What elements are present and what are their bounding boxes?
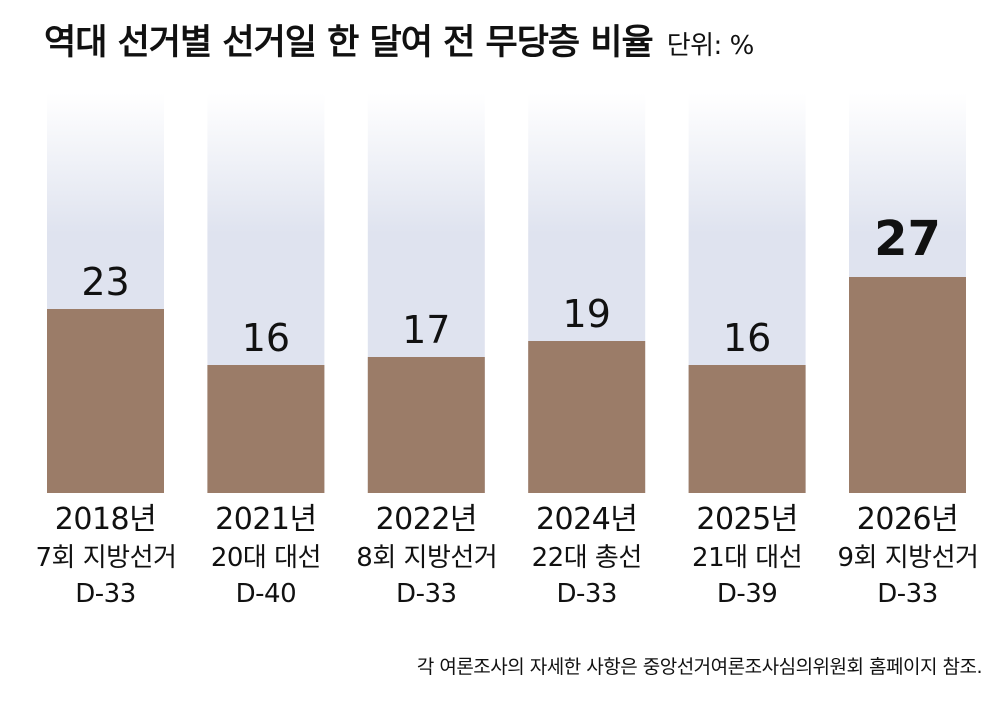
bar xyxy=(47,309,164,493)
category-election: 22대 총선 xyxy=(531,543,643,573)
bar xyxy=(207,365,325,493)
category-label: 2022년 8회 지방선거 D-33 xyxy=(356,500,498,612)
category-dday: D-40 xyxy=(235,579,297,609)
category-election: 20대 대선 xyxy=(210,543,322,573)
bar xyxy=(688,365,806,493)
category-dday: D-33 xyxy=(877,579,938,609)
category-election: 9회 지방선거 xyxy=(837,543,979,573)
data-label: 16 xyxy=(242,316,290,360)
bar xyxy=(367,357,485,493)
category-label: 2024년 22대 총선 D-33 xyxy=(517,500,657,612)
category-dday: D-33 xyxy=(396,579,457,609)
category-dday: D-33 xyxy=(556,579,617,609)
category-election: 21대 대선 xyxy=(692,543,803,573)
category-label: 2026년 9회 지방선거 D-33 xyxy=(837,500,979,612)
bar-chart: 23 16 17 19 16 27 xyxy=(47,93,966,493)
bar xyxy=(528,341,646,493)
category-election: 8회 지방선거 xyxy=(356,543,498,573)
category-year: 2021년 xyxy=(215,502,317,537)
category-year: 2026년 xyxy=(856,502,959,537)
source-note: 각 여론조사의 자세한 사항은 중앙선거여론조사심의위원회 홈페이지 참조. xyxy=(416,656,983,678)
data-label: 17 xyxy=(402,308,450,352)
category-year: 2024년 xyxy=(535,502,638,537)
chart-title: 역대 선거별 선거일 한 달여 전 무당층 비율 xyxy=(44,23,654,63)
bars-layer: 23 16 17 19 16 27 xyxy=(47,93,966,493)
data-label: 27 xyxy=(874,211,941,267)
category-dday: D-33 xyxy=(75,579,136,609)
category-label: 2021년 20대 대선 D-40 xyxy=(196,500,336,612)
bar xyxy=(849,277,966,493)
data-label: 23 xyxy=(81,260,129,304)
data-label: 16 xyxy=(723,316,771,360)
category-label: 2025년 21대 대선 D-39 xyxy=(677,500,817,612)
category-election: 7회 지방선거 xyxy=(35,543,177,573)
category-dday: D-39 xyxy=(716,579,778,609)
category-year: 2025년 xyxy=(696,502,798,537)
category-year: 2018년 xyxy=(54,502,157,537)
category-label: 2018년 7회 지방선거 D-33 xyxy=(35,500,177,612)
category-year: 2022년 xyxy=(375,502,478,537)
data-label: 19 xyxy=(563,292,611,336)
title-row: 역대 선거별 선거일 한 달여 전 무당층 비율 단위: % xyxy=(44,14,754,65)
unit-label: 단위: % xyxy=(666,31,755,61)
